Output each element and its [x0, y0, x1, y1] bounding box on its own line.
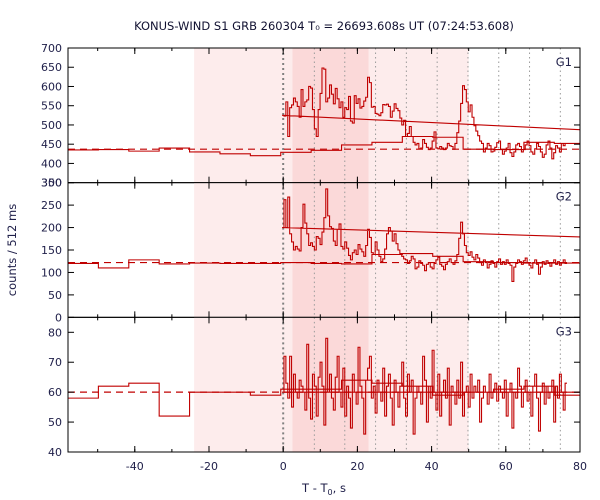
- y-tick-label: 500: [41, 119, 62, 132]
- shaded-region-burst-main-emission: [292, 48, 369, 183]
- x-tick-label: 20: [350, 460, 364, 473]
- y-tick-label: 70: [48, 356, 62, 369]
- y-tick-label: 50: [48, 289, 62, 302]
- chart-title: KONUS-WIND S1 GRB 260304 T₀ = 26693.608s…: [134, 19, 514, 33]
- y-tick-label: 600: [41, 80, 62, 93]
- y-axis-label: counts / 512 ms: [5, 204, 19, 296]
- y-tick-label: 60: [48, 386, 62, 399]
- x-tick-label: -40: [126, 460, 144, 473]
- panel-frame: [67, 316, 581, 453]
- y-tick-label: 400: [41, 157, 62, 170]
- y-tick-label: 40: [48, 446, 62, 459]
- y-tick-label: 550: [41, 100, 62, 113]
- panel-g3: 40 50 60 70 80 G3: [48, 316, 581, 459]
- y-tick-label: 300: [41, 177, 62, 190]
- y-tick-label: 0: [55, 311, 62, 324]
- lightcurve-trace-g2: [68, 188, 580, 282]
- y-tick-label: 450: [41, 138, 62, 151]
- y-tick-label: 250: [41, 199, 62, 212]
- y-tick-label: 80: [48, 326, 62, 339]
- y-tick-label: 150: [41, 244, 62, 257]
- y-tick-label: 350: [41, 177, 62, 190]
- panel-label-g1: G1: [556, 55, 572, 69]
- shaded-region-burst-main-emission: [292, 317, 369, 452]
- x-tick-label: -20: [200, 460, 218, 473]
- x-axis-label: T - T0, s: [301, 481, 346, 497]
- y-tick-label: 200: [41, 222, 62, 235]
- x-tick-label: 40: [425, 460, 439, 473]
- y-tick-label: 700: [41, 42, 62, 55]
- x-tick-label: 60: [499, 460, 513, 473]
- x-tick-label: 80: [573, 460, 587, 473]
- y-tick-label: 100: [41, 266, 62, 279]
- x-tick-label: 0: [280, 460, 287, 473]
- shaded-region-burst-main-emission: [292, 182, 369, 318]
- lightcurve-trace-g1: [68, 67, 580, 160]
- panel-label-g2: G2: [556, 190, 572, 204]
- y-tick-label: 50: [48, 416, 62, 429]
- panel-g2: 0 50 100 150 200 250 300 G2: [41, 177, 581, 324]
- panel-g1: 350 400 450 500 550 600 650 700 G1: [41, 42, 581, 190]
- y-tick-label: 650: [41, 61, 62, 74]
- lightcurve-trace-g3: [68, 337, 580, 435]
- panel-label-g3: G3: [556, 324, 572, 338]
